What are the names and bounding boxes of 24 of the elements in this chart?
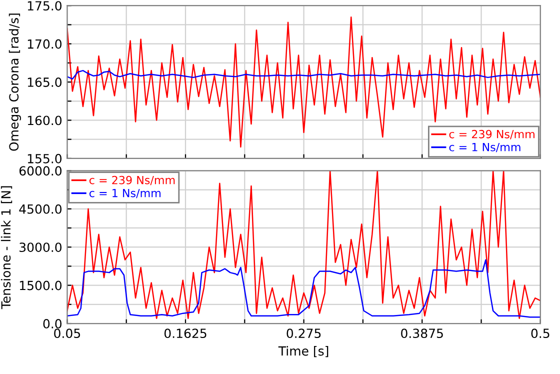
y-tick-label: 170.0 — [28, 39, 62, 49]
line-series — [67, 70, 540, 80]
y-tick-label: 0.0 — [43, 318, 62, 328]
y-tick-label: 4500.0 — [19, 204, 62, 214]
y-tick-label: 160.0 — [28, 116, 62, 126]
y-tick-label: 155.0 — [28, 154, 62, 164]
y-axis-title: Tensione - link 1 [N] — [0, 186, 12, 310]
y-tick-label: 175.0 — [28, 1, 62, 11]
y-tick-label: 165.0 — [28, 78, 62, 87]
legend-label: c = 239 Ns/mm — [449, 130, 534, 140]
y-tick-label: 3000.0 — [20, 242, 62, 252]
x-tick-label: 0.1625 — [164, 328, 206, 338]
x-tick-label: 0.05 — [54, 328, 80, 338]
legend-label: c = 1 Ns/mm — [89, 188, 160, 198]
y-tick-label: 1500.0 — [20, 280, 62, 290]
legend-label: c = 1 Ns/mm — [449, 143, 520, 152]
legend-label: c = 239 Ns/mm — [89, 176, 175, 186]
line-series — [67, 259, 540, 318]
x-tick-label: 0.5 — [531, 328, 550, 338]
x-axis-title: Time [s] — [278, 346, 328, 358]
y-tick-label: 6000.0 — [19, 166, 62, 176]
x-tick-label: 0.275 — [286, 328, 321, 338]
y-axis-title: Omega Corona [rad/s] — [8, 14, 21, 151]
x-tick-label: 0.3875 — [401, 328, 443, 338]
